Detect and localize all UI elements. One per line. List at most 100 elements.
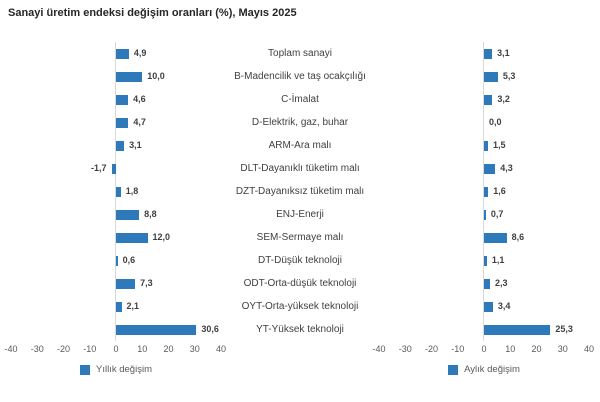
yearly-change-x-axis: -40 -30 -20 -10 0 10 20 30 40 <box>4 344 226 357</box>
value-label: 25,3 <box>555 324 573 334</box>
category-label: OYT-Orta-yüksek teknoloji <box>241 301 359 312</box>
axis-tick-label: 10 <box>505 344 516 354</box>
bar <box>116 301 122 312</box>
bar <box>116 71 143 82</box>
category-label: YT-Yüksek teknoloji <box>256 324 344 335</box>
bar <box>484 324 551 335</box>
bar <box>484 94 493 105</box>
axis-tick-label: -10 <box>451 344 465 354</box>
category-label: ARM-Ara malı <box>268 140 332 151</box>
value-label: 4,9 <box>133 48 147 58</box>
bar <box>116 255 118 266</box>
value-label: 4,3 <box>500 163 513 173</box>
axis-tick-label: -40 <box>4 344 18 354</box>
bar <box>484 71 498 82</box>
value-label: 0,7 <box>490 209 504 219</box>
charts-container: 4,9 10,0 4,6 4,7 3,1 -1,7 1,8 8,8 12,0 0,6 7,3 2,1 3… <box>0 42 600 375</box>
value-label: 7,3 <box>140 278 153 288</box>
axis-tick-label: -30 <box>398 344 412 354</box>
category-label: DZT-Dayanıksız tüketim malı <box>235 186 365 197</box>
bar <box>484 301 493 312</box>
monthly-change-plot: 3,1 5,3 3,2 0,0 1,5 4,3 1,6 0,7 8,6 1,1 2,3 3,4 25,3 <box>379 42 589 341</box>
value-label: 3,1 <box>497 48 510 58</box>
monthly-change-legend-label: Aylık değişim <box>464 364 520 375</box>
yearly-change-legend: Yıllık değişim <box>80 364 152 375</box>
bar <box>116 278 136 289</box>
value-label: -1,7 <box>91 163 107 173</box>
yearly-change-chart: 4,9 10,0 4,6 4,7 3,1 -1,7 1,8 8,8 12,0 0,6 7,3 2,1 3… <box>0 42 232 375</box>
zero-gridline <box>115 42 116 341</box>
axis-tick-label: 40 <box>583 344 595 354</box>
axis-tick-label: 20 <box>163 344 174 354</box>
bar <box>116 209 140 220</box>
value-label: 0,6 <box>122 255 136 265</box>
axis-tick-label: 0 <box>113 344 119 354</box>
bar <box>484 186 489 197</box>
axis-tick-label: -40 <box>372 344 386 354</box>
legend-swatch-icon <box>448 364 459 375</box>
value-label: 8,8 <box>144 209 157 219</box>
value-label: 30,6 <box>201 324 219 334</box>
zero-gridline <box>483 42 484 341</box>
bar <box>111 163 116 174</box>
category-label: Toplam sanayi <box>268 48 332 59</box>
monthly-change-legend: Aylık değişim <box>448 364 520 375</box>
value-label: 12,0 <box>152 232 171 242</box>
legend-swatch-icon <box>80 364 91 375</box>
bar <box>116 324 197 335</box>
value-label: 1,6 <box>493 186 506 196</box>
bar <box>484 278 491 289</box>
category-label: D-Elektrik, gaz, buhar <box>251 117 349 128</box>
monthly-change-chart: 3,1 5,3 3,2 0,0 1,5 4,3 1,6 0,7 8,6 1,1 2,3 3,4 25,3… <box>368 42 600 375</box>
category-label: C-İmalat <box>281 94 319 105</box>
bar <box>116 140 125 151</box>
bar <box>116 48 129 59</box>
value-label: 1,8 <box>125 186 139 196</box>
bar <box>116 232 148 243</box>
value-label: 4,7 <box>133 117 146 127</box>
value-label: 1,5 <box>492 140 506 150</box>
category-label: SEM-Sermaye malı <box>256 232 344 243</box>
axis-tick-label: 0 <box>481 344 487 354</box>
bar <box>116 94 129 105</box>
value-label: 2,3 <box>495 278 508 288</box>
bar <box>484 140 488 151</box>
value-label: 5,3 <box>502 71 516 81</box>
bar <box>484 232 507 243</box>
value-label: 10,0 <box>147 71 165 81</box>
category-label: ODT-Orta-düşük teknoloji <box>243 278 357 289</box>
axis-tick-label: 30 <box>557 344 568 354</box>
category-label: DT-Düşük teknoloji <box>258 255 342 266</box>
axis-tick-label: -20 <box>56 344 71 354</box>
category-label: DLT-Dayanıklı tüketim malı <box>240 163 360 174</box>
value-label: 2,1 <box>126 301 140 311</box>
value-label: 0,0 <box>489 117 502 127</box>
category-labels-column: Toplam sanayi B-Madencilik ve taş ocakçıl… <box>232 42 368 375</box>
axis-tick-label: 20 <box>531 344 542 354</box>
bar <box>484 48 493 59</box>
bar <box>116 186 121 197</box>
category-label: B-Madencilik ve taş ocakçılığı <box>234 71 366 82</box>
value-label: 4,6 <box>133 94 146 104</box>
yearly-change-plot: 4,9 10,0 4,6 4,7 3,1 -1,7 1,8 8,8 12,0 0,6 7,3 2,1 3… <box>11 42 221 341</box>
axis-tick-label: 10 <box>137 344 148 354</box>
axis-tick-label: -10 <box>83 344 97 354</box>
value-label: 1,1 <box>491 255 505 265</box>
value-label: 3,4 <box>497 301 511 311</box>
value-label: 3,1 <box>129 140 142 150</box>
chart-title: Sanayi üretim endeksi değişim oranları (… <box>8 7 297 19</box>
monthly-change-x-axis: -40 -30 -20 -10 0 10 20 30 40 <box>372 344 594 357</box>
axis-tick-label: -20 <box>424 344 439 354</box>
bar <box>116 117 129 128</box>
bar <box>484 255 487 266</box>
axis-tick-label: 40 <box>215 344 227 354</box>
value-label: 8,6 <box>511 232 525 242</box>
bar <box>484 163 496 174</box>
yearly-change-legend-label: Yıllık değişim <box>96 364 152 375</box>
bar <box>484 209 486 220</box>
axis-tick-label: -30 <box>30 344 44 354</box>
axis-tick-label: 30 <box>189 344 200 354</box>
category-label: ENJ-Enerji <box>276 209 324 220</box>
value-label: 3,2 <box>497 94 510 104</box>
